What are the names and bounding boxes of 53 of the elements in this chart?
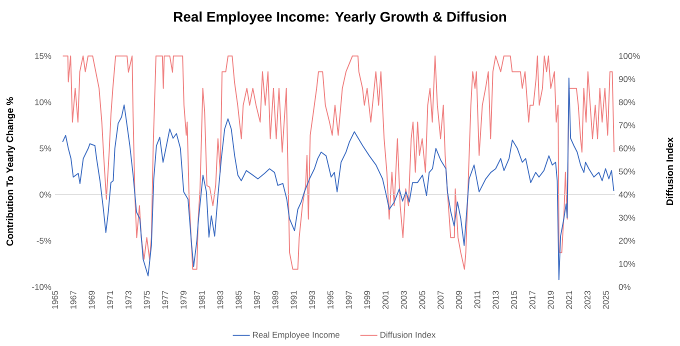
x-tick-label: 1985 — [236, 290, 242, 309]
y-tick-label: 10% — [35, 99, 52, 106]
y-tick-label: -10% — [32, 284, 52, 290]
y2-tick-label: 60% — [618, 145, 636, 152]
x-tick-label: 1987 — [254, 290, 260, 309]
y-tick-label: -5% — [36, 238, 52, 244]
y2-tick-label: 0% — [618, 284, 630, 290]
x-tick-label: 1975 — [144, 290, 150, 309]
y2-axis-title: Diffusion Index — [666, 137, 674, 206]
y2-tick-label: 50% — [618, 168, 636, 174]
x-tick-label: 2025 — [602, 290, 609, 309]
x-tick-label: 1981 — [198, 290, 205, 309]
x-tick-label: 2011 — [474, 290, 480, 308]
y2-tick-label: 30% — [618, 214, 636, 221]
x-tick-label: 2005 — [419, 290, 426, 309]
y2-tick-label: 100% — [619, 53, 640, 59]
x-tick-label: 1991 — [290, 290, 297, 309]
chart-title: Real Employee Income: Yearly Growth & Diffusion — [174, 11, 506, 24]
x-tick-label: 1983 — [217, 290, 224, 309]
y2-tick-label: 20% — [618, 238, 636, 244]
x-tick-label: 1973 — [125, 290, 132, 309]
x-tick-label: 1979 — [180, 290, 187, 309]
x-tick-label: 2013 — [492, 290, 499, 309]
x-tick-label: 2003 — [400, 290, 407, 309]
x-tick-label: 1971 — [107, 290, 114, 309]
y2-tick-label: 90% — [618, 76, 636, 82]
x-tick-label: 2015 — [511, 290, 518, 309]
y2-tick-label: 40% — [618, 192, 636, 198]
y-tick-label: 0% — [40, 192, 52, 198]
x-tick-label: 2023 — [584, 290, 590, 309]
x-tick-label: 1977 — [162, 290, 168, 309]
y-tick-label: 5% — [40, 145, 52, 152]
y2-tick-label: 10% — [619, 260, 636, 267]
y-tick-label: 15% — [35, 53, 52, 59]
x-tick-label: 1967 — [70, 290, 76, 309]
x-tick-label: 2021 — [566, 290, 572, 309]
x-tick-label: 2017 — [529, 290, 536, 309]
x-tick-label: 2007 — [438, 290, 444, 309]
y2-tick-label: 70% — [618, 122, 636, 128]
x-tick-label: 2009 — [456, 290, 462, 309]
legend-label: Diffusion Index — [380, 332, 436, 338]
x-tick-label: 1995 — [327, 290, 334, 309]
x-tick-label: 1969 — [88, 290, 95, 309]
x-tick-label: 2019 — [548, 290, 554, 309]
x-tick-label: 1993 — [309, 290, 316, 309]
x-tick-label: 1989 — [272, 290, 278, 309]
x-tick-label: 1997 — [346, 290, 352, 309]
x-tick-label: 1965 — [52, 290, 58, 309]
y-axis-title: Contribution To Yearly Change % — [6, 97, 16, 246]
legend-label: Real Employee Income — [252, 332, 340, 340]
x-tick-label: 1999 — [364, 290, 370, 309]
y2-tick-label: 80% — [618, 99, 636, 106]
x-tick-label: 2001 — [382, 290, 388, 309]
